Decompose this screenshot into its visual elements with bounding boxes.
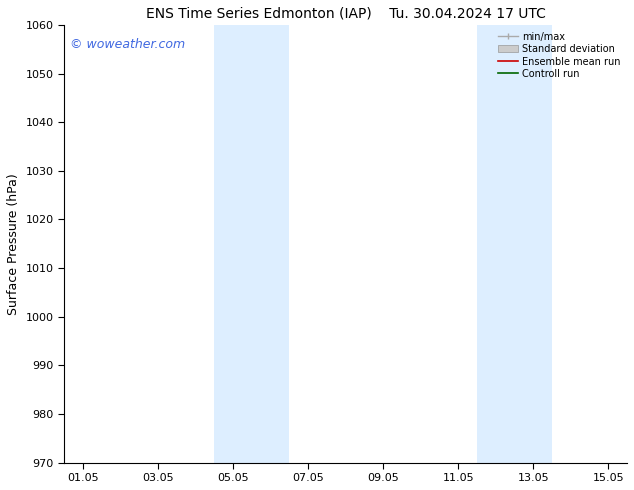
Bar <box>214 25 289 463</box>
Legend: min/max, Standard deviation, Ensemble mean run, Controll run: min/max, Standard deviation, Ensemble me… <box>496 30 622 81</box>
Bar <box>477 25 552 463</box>
Y-axis label: Surface Pressure (hPa): Surface Pressure (hPa) <box>7 173 20 315</box>
Title: ENS Time Series Edmonton (IAP)    Tu. 30.04.2024 17 UTC: ENS Time Series Edmonton (IAP) Tu. 30.04… <box>146 7 545 21</box>
Text: © woweather.com: © woweather.com <box>70 38 184 51</box>
